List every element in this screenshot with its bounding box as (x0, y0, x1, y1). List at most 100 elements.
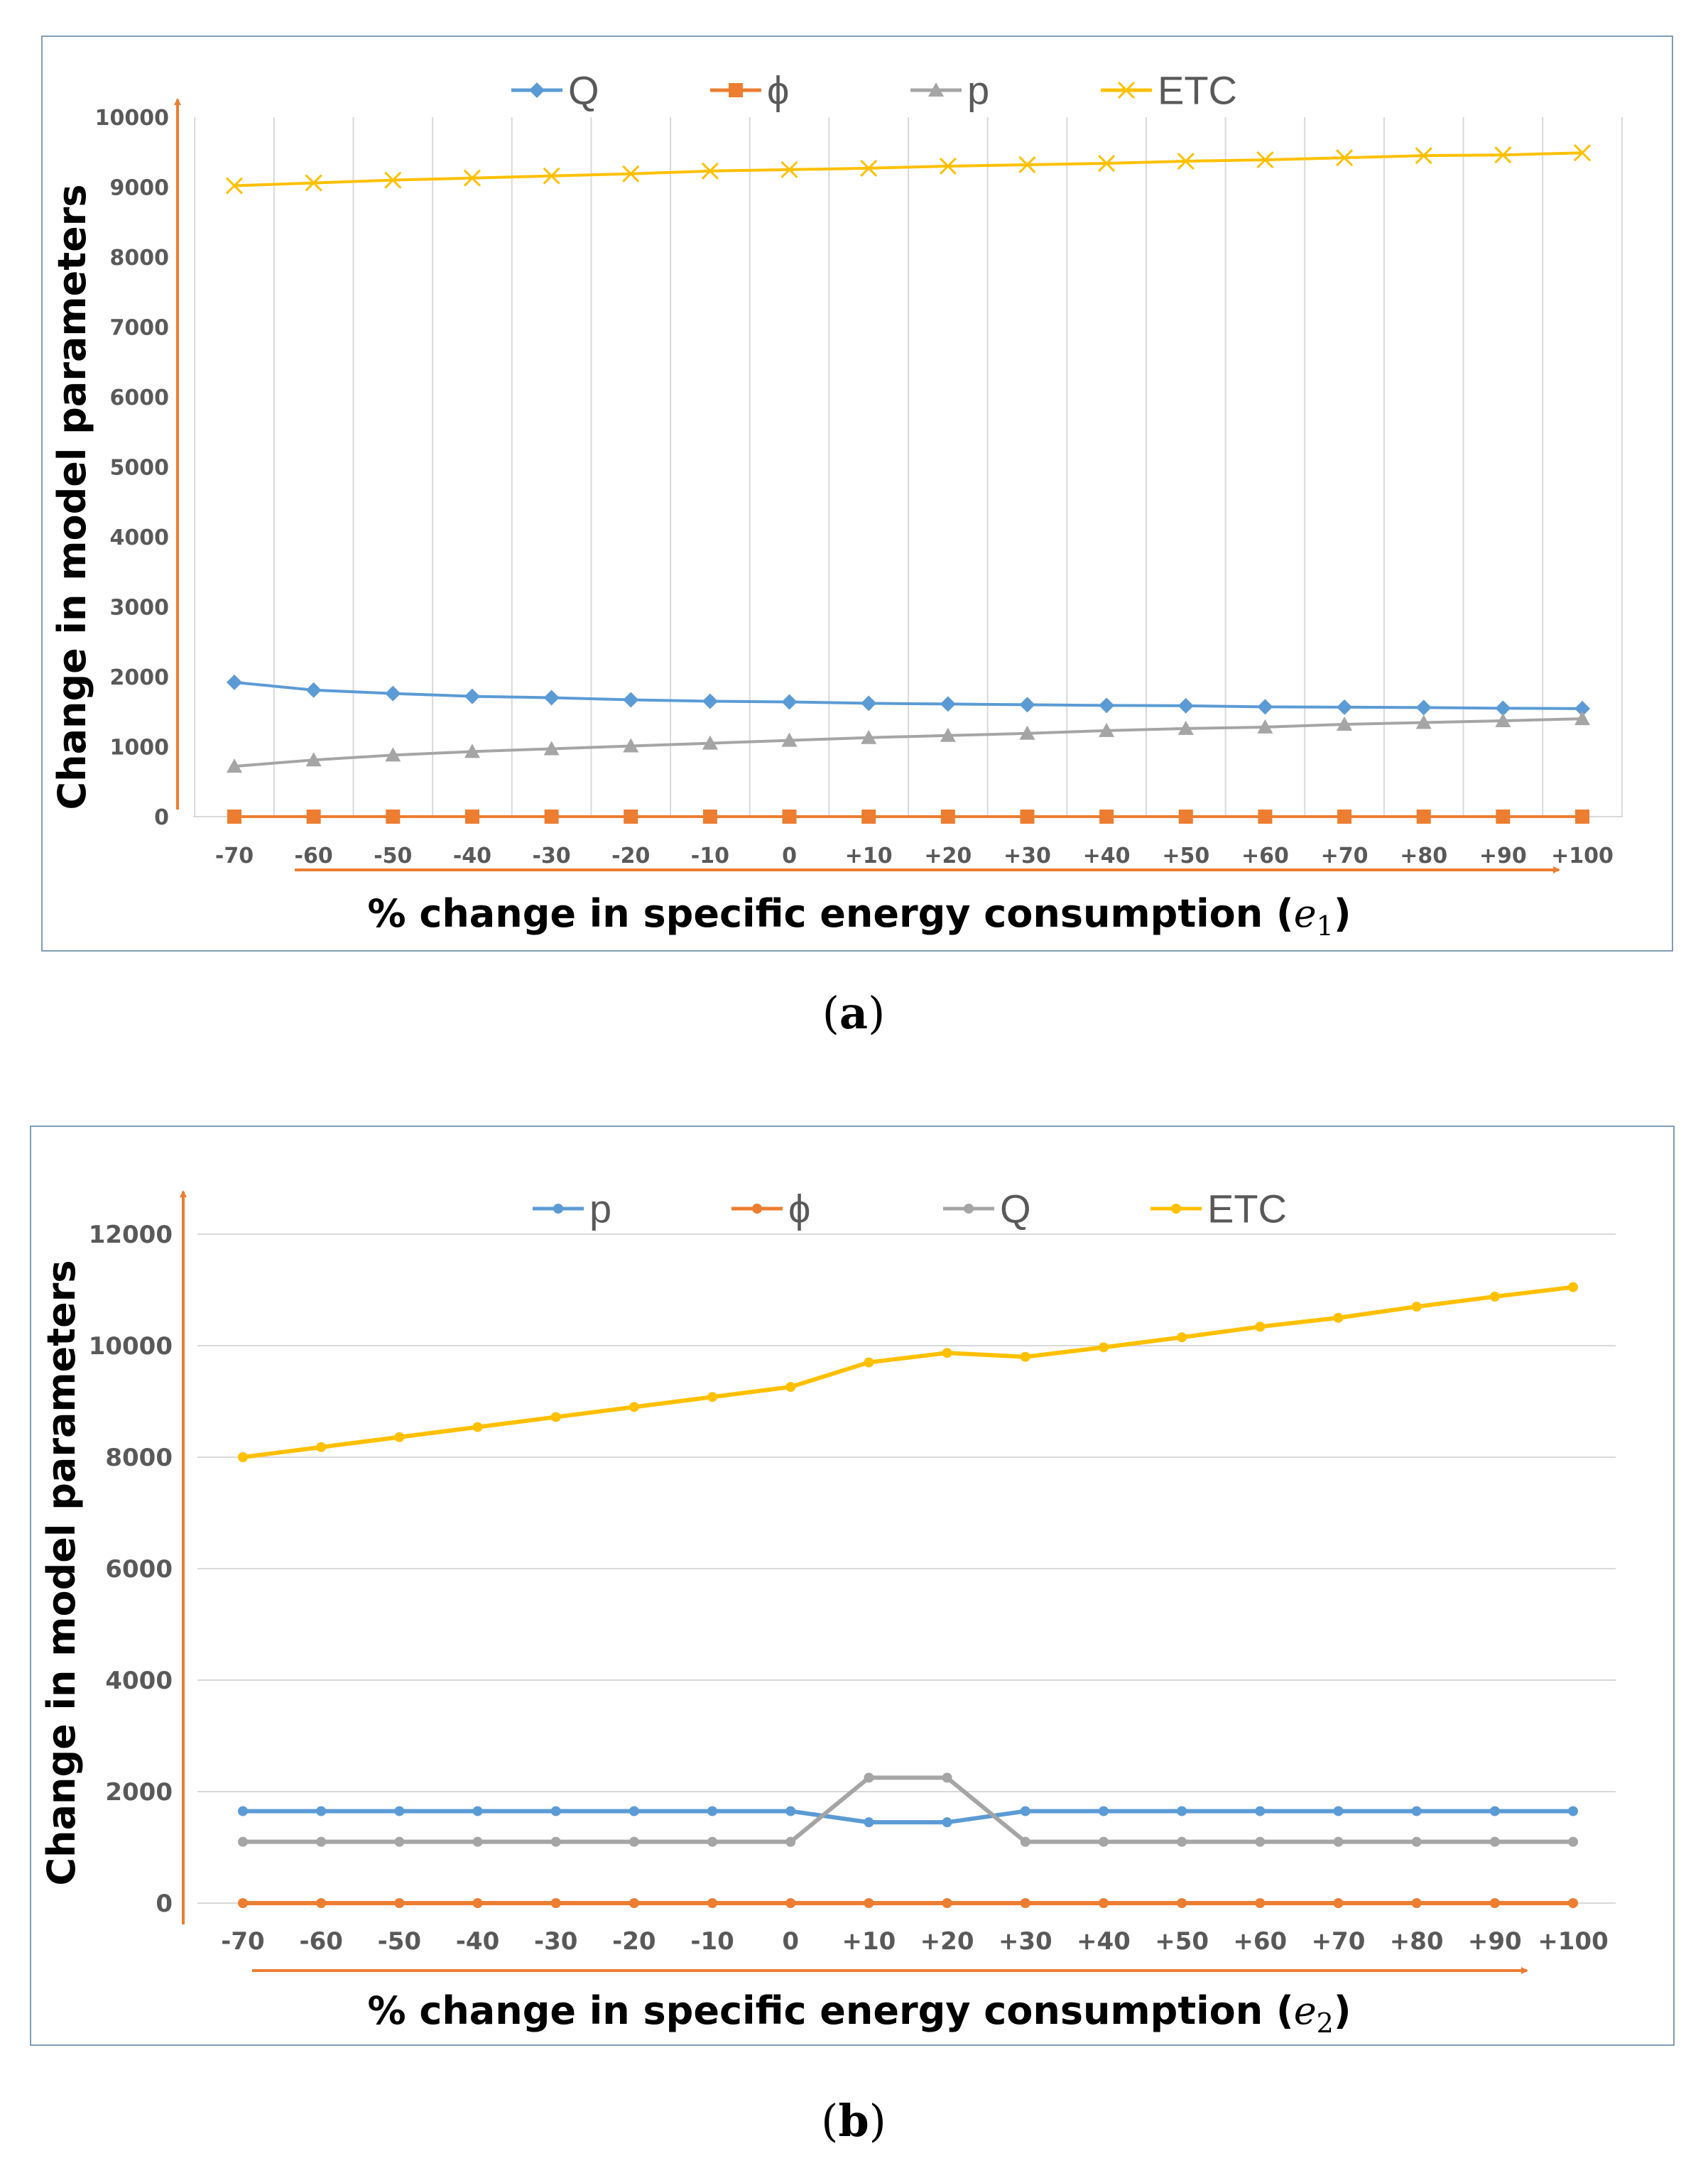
y-tick-label: 3000 (110, 595, 170, 620)
x-tick-label: -30 (532, 844, 570, 868)
legend-entry: Q (511, 68, 599, 113)
data-point (782, 810, 797, 824)
x-tick-label: -10 (691, 844, 729, 868)
data-point (1099, 697, 1115, 714)
data-point (550, 1836, 561, 1847)
data-point (702, 810, 717, 824)
data-point (1337, 716, 1353, 731)
data-point (1099, 722, 1115, 737)
data-point (942, 1898, 952, 1908)
data-point (781, 694, 798, 710)
legend-label: p (967, 68, 989, 113)
series-ETC (238, 1282, 1578, 1462)
y-tick-label: 0 (154, 805, 169, 830)
y-tick-label: 2000 (105, 1778, 173, 1807)
x-tick-label: -20 (611, 844, 650, 868)
y-tick-label: 7000 (110, 315, 170, 340)
data-point (550, 1806, 561, 1816)
data-point (1411, 1836, 1422, 1847)
data-point (1573, 144, 1592, 162)
chart-b: 0 2000 4000 6000 8000 10000 12000 -70 -60 -50 -40 -… (39, 1187, 1616, 2039)
data-point (1255, 1898, 1266, 1908)
series-line (234, 717, 1583, 768)
x-tick-label: +80 (1400, 844, 1447, 868)
data-point (1256, 151, 1274, 169)
x-tick-label: +70 (1321, 844, 1369, 868)
data-point (1098, 1898, 1109, 1908)
data-point (385, 685, 401, 702)
x-tick-label: +10 (845, 844, 893, 868)
data-point (1178, 810, 1193, 824)
series-line (243, 1809, 1573, 1825)
data-point (464, 810, 479, 824)
data-point (1019, 725, 1035, 740)
data-point (1177, 1898, 1187, 1908)
data-point (227, 758, 242, 773)
data-point (1411, 1898, 1422, 1908)
y-tick-label: 0 (156, 1890, 173, 1918)
x-tick-label: +30 (1003, 844, 1051, 868)
data-point (1568, 1806, 1578, 1816)
x-tick-label: -20 (612, 1927, 656, 1956)
data-point (238, 1452, 248, 1462)
data-point (1415, 699, 1432, 716)
legend-entry: p (910, 68, 989, 113)
series-line (242, 1285, 1574, 1459)
data-point (550, 1412, 561, 1422)
x-tick-label: +10 (842, 1927, 896, 1956)
data-point (472, 1422, 483, 1432)
caption-b: (b) (821, 2095, 886, 2147)
data-point (1019, 697, 1035, 713)
data-point (386, 810, 401, 824)
data-point (464, 743, 480, 758)
data-point (1574, 711, 1590, 726)
data-point (316, 1442, 327, 1452)
legend-marker (553, 1204, 563, 1214)
legend-marker (729, 83, 743, 97)
data-point (942, 1817, 952, 1828)
x-tick-label: -70 (215, 844, 254, 868)
data-point (543, 741, 560, 756)
data-point (316, 1836, 327, 1847)
data-point (1489, 1291, 1500, 1302)
data-point (940, 727, 956, 742)
data-point (227, 674, 242, 690)
data-point (316, 1806, 327, 1816)
data-point (707, 1836, 718, 1847)
series-ϕ (227, 810, 1589, 824)
data-point (622, 165, 640, 183)
data-point (394, 1806, 405, 1816)
x-tick-label: +70 (1312, 1927, 1366, 1956)
data-point (464, 688, 480, 704)
y-tick-label: 6000 (110, 386, 170, 410)
caption-a: (a) (822, 987, 886, 1039)
y-tick-label: 10000 (95, 106, 169, 131)
x-tick-label: +80 (1390, 1927, 1444, 1956)
legend-label: ETC (1158, 68, 1237, 113)
data-point (861, 695, 877, 712)
x-tick-label: +20 (920, 1927, 974, 1956)
data-point (1177, 1806, 1187, 1816)
legend-entry: ϕ (731, 1187, 810, 1231)
data-point (1333, 1806, 1344, 1816)
x-tick-label: -30 (534, 1927, 577, 1956)
y-tick-label: 6000 (105, 1555, 173, 1584)
data-point (305, 752, 322, 767)
legend-marker (1117, 81, 1136, 99)
y-tick-label: 2000 (110, 665, 170, 690)
data-point (864, 1898, 874, 1908)
data-point (1177, 697, 1194, 714)
legend-marker (964, 1204, 974, 1214)
data-point (1258, 810, 1273, 824)
data-point (1574, 700, 1590, 717)
data-point (1496, 810, 1511, 824)
series-p (238, 1806, 1578, 1828)
data-point (394, 1836, 405, 1847)
chart-panel-b (30, 1126, 1675, 2046)
data-point (384, 171, 402, 189)
data-point (1099, 810, 1114, 824)
data-point (544, 810, 559, 824)
x-tick-label: +50 (1162, 844, 1209, 868)
y-tick-label: 8000 (110, 246, 170, 271)
data-point (1568, 1898, 1578, 1908)
